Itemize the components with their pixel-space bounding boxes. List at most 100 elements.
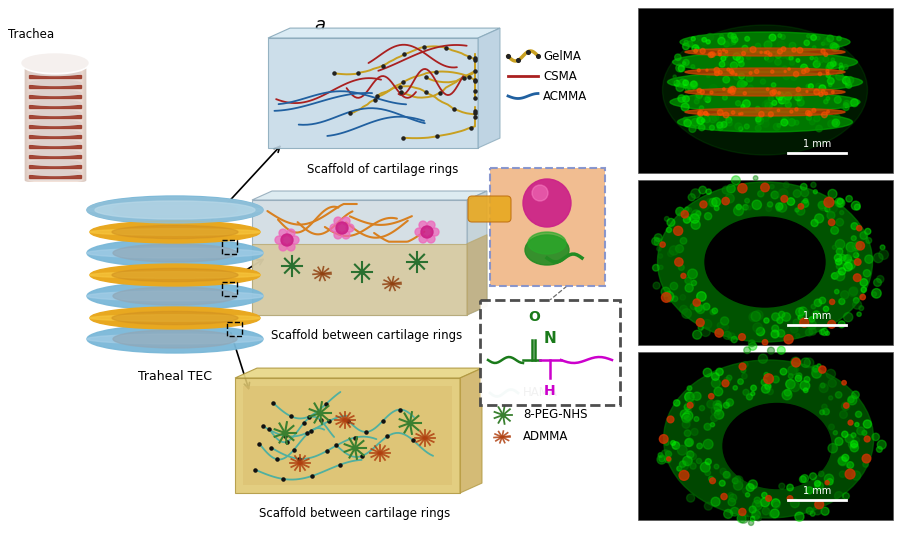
Circle shape [679, 65, 685, 72]
Circle shape [846, 464, 850, 468]
Ellipse shape [90, 307, 260, 329]
Point [419, 73, 434, 82]
Circle shape [705, 470, 711, 475]
Circle shape [754, 497, 760, 504]
Circle shape [683, 59, 689, 66]
Circle shape [703, 439, 713, 449]
Circle shape [660, 242, 665, 247]
Circle shape [672, 296, 678, 302]
Polygon shape [252, 244, 467, 315]
Circle shape [784, 70, 787, 72]
Circle shape [721, 494, 727, 499]
Circle shape [687, 451, 694, 458]
Circle shape [781, 119, 788, 126]
Circle shape [688, 193, 696, 201]
Circle shape [802, 66, 806, 71]
Circle shape [755, 515, 761, 521]
Circle shape [747, 206, 752, 210]
Circle shape [718, 50, 722, 54]
Circle shape [821, 383, 825, 388]
Circle shape [760, 183, 770, 192]
Point [302, 413, 316, 421]
Circle shape [685, 207, 688, 211]
Circle shape [850, 441, 858, 449]
Circle shape [824, 306, 829, 312]
Circle shape [701, 119, 705, 123]
Circle shape [818, 201, 825, 209]
Circle shape [811, 304, 815, 309]
Ellipse shape [87, 325, 263, 353]
Circle shape [778, 203, 787, 212]
Circle shape [690, 393, 697, 399]
Circle shape [764, 374, 773, 384]
Circle shape [697, 443, 703, 449]
Bar [29, 65, 81, 68]
Text: N: N [544, 331, 556, 346]
Point [279, 438, 293, 446]
Circle shape [838, 321, 845, 328]
Ellipse shape [29, 80, 81, 85]
Circle shape [853, 253, 859, 258]
Circle shape [742, 373, 747, 379]
Circle shape [699, 294, 704, 298]
Circle shape [717, 125, 724, 131]
Circle shape [741, 81, 747, 87]
Circle shape [658, 254, 662, 259]
Circle shape [796, 87, 800, 92]
Circle shape [683, 216, 690, 223]
Circle shape [718, 37, 725, 45]
Circle shape [682, 414, 691, 422]
Circle shape [846, 242, 856, 252]
Circle shape [714, 464, 719, 469]
Ellipse shape [680, 32, 850, 52]
Circle shape [753, 310, 763, 320]
Circle shape [275, 236, 283, 244]
Point [393, 405, 408, 414]
Bar [638, 8, 893, 173]
Circle shape [863, 270, 870, 277]
Point [456, 74, 471, 83]
Circle shape [726, 117, 732, 123]
Circle shape [831, 61, 836, 67]
Text: 1 mm: 1 mm [803, 311, 831, 321]
Circle shape [334, 217, 342, 225]
Circle shape [725, 194, 734, 203]
Circle shape [813, 366, 819, 372]
Circle shape [700, 462, 710, 472]
Circle shape [770, 512, 774, 517]
Circle shape [738, 184, 747, 193]
Circle shape [878, 440, 886, 449]
Circle shape [788, 374, 793, 378]
Point [468, 67, 482, 75]
Circle shape [771, 83, 776, 87]
Circle shape [806, 34, 810, 38]
Circle shape [665, 456, 671, 463]
Bar [29, 135, 81, 138]
Point [468, 53, 482, 62]
Circle shape [334, 231, 342, 239]
Circle shape [736, 55, 743, 63]
Circle shape [826, 369, 835, 378]
Circle shape [683, 80, 688, 86]
Circle shape [794, 71, 799, 77]
Circle shape [733, 478, 738, 484]
Point [320, 399, 334, 408]
Circle shape [771, 191, 778, 199]
Circle shape [824, 474, 833, 483]
Circle shape [759, 354, 768, 364]
Bar [31, 60, 79, 180]
Ellipse shape [685, 48, 845, 56]
Circle shape [700, 49, 706, 54]
Circle shape [749, 506, 756, 513]
Circle shape [705, 502, 712, 510]
Circle shape [727, 120, 733, 126]
Circle shape [839, 66, 844, 71]
Circle shape [678, 95, 685, 102]
Circle shape [734, 476, 743, 484]
Circle shape [728, 87, 733, 93]
Ellipse shape [685, 88, 845, 96]
Circle shape [819, 471, 824, 477]
Ellipse shape [29, 131, 81, 135]
Circle shape [811, 182, 816, 188]
Circle shape [843, 64, 848, 69]
